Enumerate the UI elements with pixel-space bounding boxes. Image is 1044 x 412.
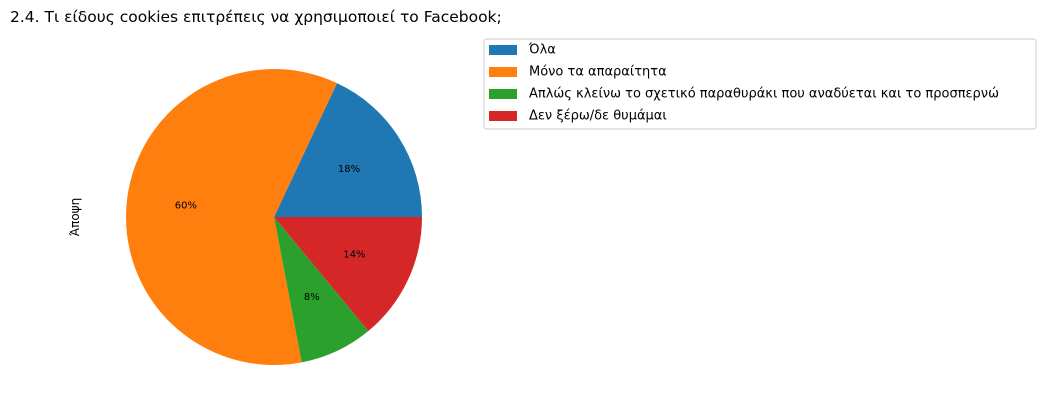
legend-label-0: Όλα — [528, 43, 556, 58]
legend-label-1: Μόνο τα απαραίτητα — [529, 65, 667, 80]
pie-percent-label-2: 8% — [304, 292, 320, 303]
legend-swatch-0 — [489, 45, 517, 55]
pie-slices — [126, 69, 423, 365]
pie-slice-1 — [126, 69, 338, 365]
chart-title: 2.4. Τι είδους cookies επιτρέπεις να χρη… — [10, 8, 502, 26]
legend-swatch-1 — [489, 67, 517, 77]
y-axis-label: Άποψη — [68, 198, 82, 236]
pie-percent-label-1: 60% — [175, 200, 197, 211]
pie-slice-3 — [274, 217, 422, 332]
pie-percent-label-0: 18% — [338, 164, 360, 175]
pie-slice-0 — [274, 83, 423, 217]
legend-swatch-2 — [489, 89, 517, 99]
legend-label-2: Απλώς κλείνω το σχετικό παραθυράκι που α… — [529, 87, 999, 102]
legend-frame — [483, 38, 1037, 130]
pie-slice-2 — [274, 217, 369, 363]
pie-percent-label-3: 14% — [343, 249, 365, 260]
legend: Όλα Μόνο τα απαραίτητα Απλώς κλείνω το σχε… — [483, 38, 1037, 130]
pie-percent-labels: 18% 60% 8% 14% — [175, 164, 366, 303]
legend-swatch-3 — [489, 111, 517, 121]
legend-label-3: Δεν ξέρω/δε θυμάμαι — [529, 109, 667, 124]
